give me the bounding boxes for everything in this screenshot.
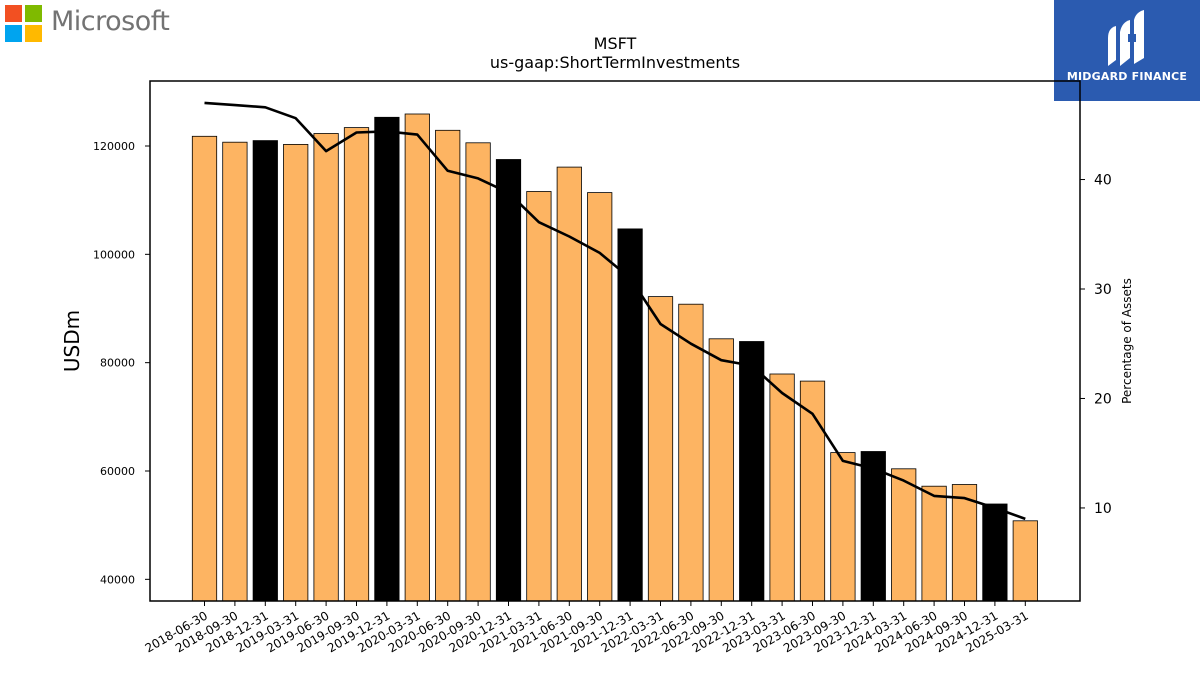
bar-series xyxy=(191,113,1038,602)
bar-2024-03-31 xyxy=(891,468,917,602)
y2-tick-label: 40 xyxy=(1094,173,1112,189)
percentage-of-assets-line xyxy=(204,101,1026,521)
bar-2018-12-31 xyxy=(252,140,278,602)
microsoft-logo: Microsoft xyxy=(5,5,185,45)
y2-tick-label: 10 xyxy=(1094,501,1112,517)
chart-title: MSFT xyxy=(594,34,637,53)
logo-square-blue xyxy=(5,25,22,42)
y-axis-label: USDm xyxy=(60,310,84,372)
x-axis: 2018-06-302018-09-302018-12-312019-03-31… xyxy=(143,601,1031,655)
y-axis-right: 10 20 30 40 xyxy=(1080,173,1112,517)
logo-square-yellow xyxy=(25,25,42,42)
bar-2021-12-31 xyxy=(617,228,643,602)
y-axis-left: 40000 60000 80000 100000 120000 xyxy=(93,140,150,586)
chart-subtitle: us-gaap:ShortTermInvestments xyxy=(490,53,740,72)
y-tick-label: 80000 xyxy=(100,357,135,370)
bar-2024-06-30 xyxy=(921,485,947,602)
bar-2020-06-30 xyxy=(435,129,461,602)
y2-tick-label: 30 xyxy=(1094,282,1112,298)
midgard-logo-icon xyxy=(1108,10,1144,66)
bar-2023-03-31 xyxy=(769,373,795,602)
bar-2018-06-30 xyxy=(191,135,218,602)
bar-2020-09-30 xyxy=(465,142,491,602)
bar-2021-03-31 xyxy=(526,191,552,602)
microsoft-logo-text: Microsoft xyxy=(51,6,170,37)
bar-2022-03-31 xyxy=(647,296,674,602)
bar-2022-09-30 xyxy=(708,338,734,602)
plot-frame xyxy=(149,80,1081,602)
bar-2023-09-30 xyxy=(830,452,856,602)
bar-2023-06-30 xyxy=(799,380,826,602)
y-tick-label: 120000 xyxy=(93,140,135,153)
bar-2019-03-31 xyxy=(283,143,309,602)
bar-2020-03-31 xyxy=(404,113,430,602)
bar-2019-06-30 xyxy=(313,133,339,602)
y2-axis-label: Percentage of Assets xyxy=(1120,278,1134,404)
bar-2019-12-31 xyxy=(374,116,400,602)
bar-2025-03-31 xyxy=(1012,520,1038,602)
logo-square-green xyxy=(25,5,42,22)
microsoft-grid-icon xyxy=(5,5,42,42)
bar-2020-12-31 xyxy=(495,159,522,602)
y2-tick-label: 20 xyxy=(1094,391,1112,407)
bar-2024-12-31 xyxy=(982,503,1008,602)
bar-2023-12-31 xyxy=(860,451,886,602)
bar-2024-09-30 xyxy=(951,484,978,602)
y-tick-label: 100000 xyxy=(93,248,135,261)
y-tick-label: 60000 xyxy=(100,465,135,478)
bar-2018-09-30 xyxy=(222,141,248,602)
bar-2022-12-31 xyxy=(739,341,765,602)
percentage-line-series xyxy=(204,101,1026,521)
y-tick-label: 40000 xyxy=(100,573,135,586)
midgard-finance-label: MIDGARD FINANCE xyxy=(1066,70,1188,83)
midgard-finance-badge: MIDGARD FINANCE xyxy=(1054,0,1200,101)
logo-square-red xyxy=(5,5,22,22)
bar-2022-06-30 xyxy=(678,303,704,602)
bar-2019-09-30 xyxy=(343,127,370,602)
